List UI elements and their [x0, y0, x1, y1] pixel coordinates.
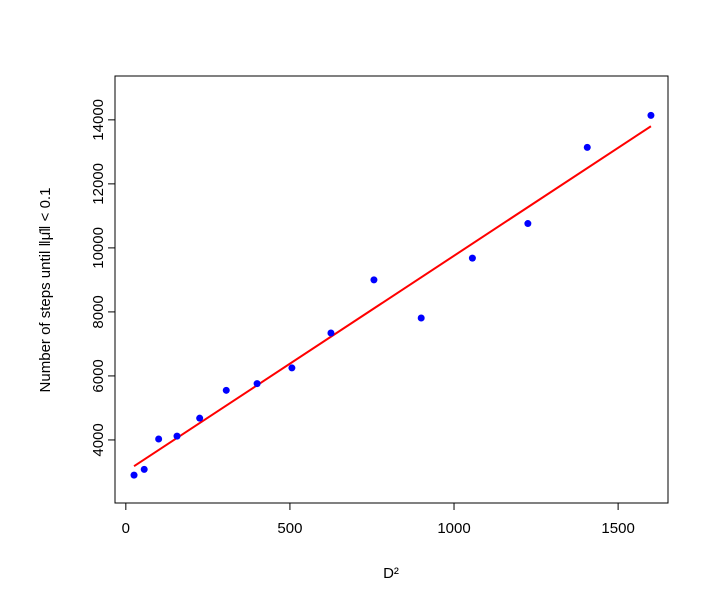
y-axis-label: Number of steps until ‖μ̂‖ < 0.1: [37, 188, 54, 393]
y-tick-label: 10000: [90, 227, 107, 269]
x-tick-label: 1500: [601, 520, 634, 537]
point: [583, 143, 591, 151]
point: [417, 314, 425, 322]
y-tick-label: 6000: [90, 359, 107, 392]
point: [253, 380, 261, 388]
point: [140, 465, 148, 473]
point: [288, 364, 296, 372]
point: [222, 386, 230, 394]
x-axis-label: D²: [383, 565, 399, 582]
y-tick-label: 4000: [90, 423, 107, 456]
point: [196, 414, 204, 422]
y-tick-label: 12000: [90, 163, 107, 205]
point: [647, 111, 655, 119]
point: [468, 254, 476, 262]
point: [370, 276, 378, 284]
x-tick-label: 500: [277, 520, 302, 537]
plot-frame: [114, 75, 669, 504]
point: [327, 329, 335, 337]
point: [130, 471, 138, 479]
y-tick-label: 8000: [90, 295, 107, 328]
point: [173, 432, 181, 440]
fit-line: [133, 125, 652, 468]
point: [155, 435, 163, 443]
point: [524, 220, 532, 228]
x-tick-label: 0: [122, 520, 130, 537]
y-tick-label: 14000: [90, 99, 107, 141]
x-tick-label: 1000: [437, 520, 470, 537]
